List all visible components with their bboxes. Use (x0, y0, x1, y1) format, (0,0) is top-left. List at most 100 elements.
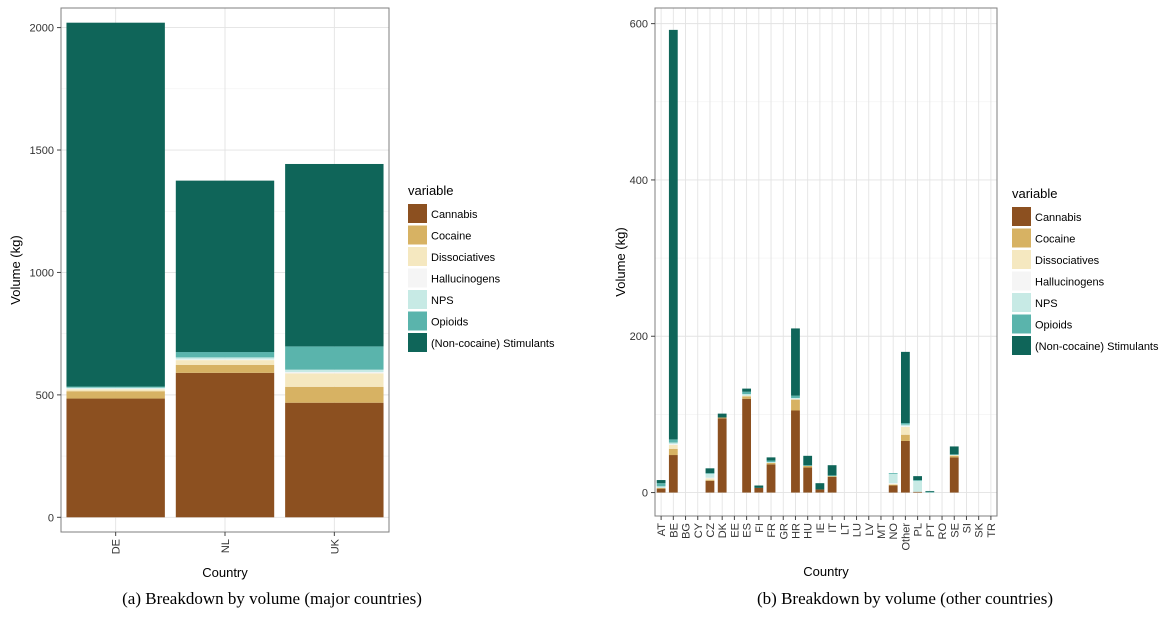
bar-segment-AT-cannabis (656, 488, 666, 493)
bar-segment-CZ--non-cocaine-stimulants (705, 468, 715, 474)
bar-segment-IE-cannabis (815, 489, 825, 493)
bar-segment-CZ-cannabis (705, 480, 715, 493)
bar-segment-NO-nps (888, 473, 898, 484)
legend-label: Cannabis (1035, 212, 1082, 224)
bar-segment-AT--non-cocaine-stimulants (656, 480, 666, 484)
x-axis-title: Country (803, 564, 849, 579)
x-tick-label: EE (729, 523, 741, 538)
legend-label: Dissociatives (431, 252, 496, 264)
bar-segment-NO-hallucinogens (888, 483, 898, 484)
bar-segment-SE--non-cocaine-stimulants (949, 446, 959, 455)
legend-label: (Non-cocaine) Stimulants (431, 338, 555, 350)
bar-segment-HR--non-cocaine-stimulants (791, 328, 800, 396)
x-tick-label: CZ (705, 523, 717, 538)
x-tick-label: Other (900, 523, 912, 551)
legend-key (1012, 250, 1031, 269)
bar-segment-DE-dissociatives (66, 389, 165, 392)
legend-key (408, 247, 427, 266)
bar-segment-PL-nps (913, 480, 923, 492)
bar-segment-HU--non-cocaine-stimulants (803, 455, 813, 466)
x-tick-label: FI (754, 523, 766, 533)
bar-segment-NL--non-cocaine-stimulants (175, 180, 275, 353)
bar-segment-IT-cocaine (827, 476, 837, 477)
x-tick-label: CY (693, 522, 705, 538)
x-tick-label: TR (986, 523, 998, 538)
bar-segment-SE-opioids (949, 454, 959, 456)
bar-segment-NO-cocaine (888, 484, 898, 486)
bar-segment-Other--non-cocaine-stimulants (900, 351, 910, 423)
bar-segment-DE-cannabis (66, 398, 165, 518)
x-tick-label: BG (681, 523, 693, 539)
x-tick-label: RO (937, 523, 949, 540)
bar-segment-FR-cannabis (766, 464, 776, 493)
x-axis-title: Country (202, 565, 248, 580)
y-tick-label: 1000 (30, 267, 54, 279)
bar-segment-DE-opioids (66, 386, 165, 388)
bar-segment-Other-hallucinogens (900, 426, 910, 427)
x-tick-label: PT (925, 523, 937, 537)
bar-segment-Other-opioids (900, 422, 910, 425)
bar-segment-HR-cocaine (791, 399, 800, 411)
legend-label: NPS (1035, 298, 1058, 310)
bar-segment-UK-hallucinogens (285, 372, 384, 374)
bar-segment-BE-hallucinogens (668, 444, 678, 445)
bar-segment-HU-cocaine (803, 465, 813, 468)
x-tick-label: SI (961, 523, 973, 533)
bar-segment-HU-opioids (803, 465, 813, 466)
legend-key (408, 333, 427, 352)
bar-segment-NL-hallucinogens (175, 359, 275, 361)
legend-key (1012, 314, 1031, 334)
y-tick-label: 600 (630, 19, 648, 31)
bar-segment-CZ-dissociatives (705, 478, 715, 481)
bar-segment-PT--non-cocaine-stimulants (925, 490, 935, 492)
bar-segment-IT-cannabis (827, 476, 837, 493)
bar-segment-DK--non-cocaine-stimulants (717, 413, 727, 418)
bar-segment-ES-cannabis (742, 398, 752, 493)
bar-segment-DE-hallucinogens (66, 388, 165, 390)
bar-segment-CZ-opioids (705, 473, 715, 474)
x-tick-label: LT (839, 523, 851, 535)
bar-segment-IT--non-cocaine-stimulants (827, 465, 837, 476)
bar-segment-AT-cocaine (656, 487, 666, 489)
x-tick-label: HR (790, 523, 802, 539)
y-tick-label: 0 (48, 512, 54, 524)
bar-segment-FR--non-cocaine-stimulants (766, 457, 776, 461)
legend-key (408, 311, 427, 331)
bar-segment-CZ-cocaine (705, 480, 715, 481)
legend-key (1012, 336, 1031, 355)
bar-segment-DK-cannabis (717, 418, 727, 493)
bar-segment-Other-dissociatives (900, 426, 910, 435)
legend-title: variable (408, 183, 454, 198)
legend-label: Hallucinogens (431, 274, 501, 286)
chart-panel-a: 0 500 1000 1500 2000 DE NL UK Country Volume (kg)… (8, 7, 555, 608)
bar-segment-UK--non-cocaine-stimulants (285, 163, 384, 347)
bar-segment-BE--non-cocaine-stimulants (668, 29, 678, 440)
legend-label: Cocaine (431, 231, 471, 243)
bar-segment-PL--non-cocaine-stimulants (913, 476, 923, 481)
bar-segment-PL-cannabis (913, 491, 923, 493)
bar-segment-HR-nps (791, 397, 800, 399)
x-tick-label: LV (864, 522, 876, 535)
bar-segment-NL-nps (175, 357, 275, 360)
legend-label: Hallucinogens (1035, 277, 1105, 289)
bar-segment-SE-dissociatives (949, 455, 959, 456)
bar-segment-IT-opioids (827, 475, 837, 477)
y-tick-label: 1500 (30, 145, 54, 157)
bar-segment-PT-opioids (925, 491, 935, 493)
chart-panel-b: 0 200 400 600 AT BE BG CY CZ DK EE ES FI FR GR HR HU IE IT… (613, 7, 1159, 608)
legend-label: Cannabis (431, 209, 478, 221)
x-tick-label: SK (974, 522, 986, 537)
bar-segment-NL-cocaine (175, 365, 275, 373)
y-axis-title: Volume (kg) (613, 227, 628, 296)
bar-segment-AT-nps (656, 486, 666, 488)
figure-caption: (a) Breakdown by volume (major countries… (122, 589, 422, 608)
legend-key (408, 290, 427, 309)
x-tick-label: AT (656, 523, 668, 537)
x-tick-label: MT (876, 523, 888, 539)
bar-segment-BE-cannabis (668, 455, 678, 493)
bar-segment-FI--non-cocaine-stimulants (754, 485, 764, 488)
bar-segment-HR-cannabis (791, 410, 800, 493)
plot-border (654, 7, 998, 517)
legend-label: Dissociatives (1035, 255, 1100, 267)
x-tick-label: FR (766, 523, 778, 538)
